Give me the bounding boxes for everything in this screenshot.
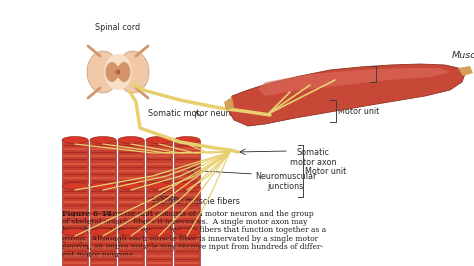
Circle shape <box>116 69 120 74</box>
Text: Somatic
motor axon: Somatic motor axon <box>290 148 337 167</box>
Bar <box>90 232 116 266</box>
Bar <box>90 186 116 230</box>
Text: Skeletal muscle fibers: Skeletal muscle fibers <box>151 197 239 206</box>
Ellipse shape <box>90 136 116 143</box>
Text: Figure 6-14.: Figure 6-14. <box>62 210 115 218</box>
Polygon shape <box>258 68 450 96</box>
Bar <box>62 232 88 266</box>
Ellipse shape <box>118 228 144 235</box>
Bar <box>62 140 88 184</box>
Bar <box>174 140 200 184</box>
Bar <box>174 232 200 266</box>
Ellipse shape <box>87 51 119 93</box>
Ellipse shape <box>118 182 144 189</box>
Text: Somatic motor neuron: Somatic motor neuron <box>148 110 239 118</box>
Ellipse shape <box>146 228 172 235</box>
Ellipse shape <box>174 182 200 189</box>
Ellipse shape <box>174 228 200 235</box>
Ellipse shape <box>90 228 116 235</box>
Ellipse shape <box>62 182 88 189</box>
Ellipse shape <box>90 182 116 189</box>
Bar <box>146 140 172 184</box>
Polygon shape <box>458 66 473 76</box>
Bar <box>118 186 144 230</box>
Bar <box>62 186 88 230</box>
Ellipse shape <box>104 54 132 90</box>
Text: ent motor neurons.: ent motor neurons. <box>62 251 136 259</box>
Ellipse shape <box>118 62 130 82</box>
Text: Motor unit: Motor unit <box>378 69 419 78</box>
Text: neuron, an entire muscle may receive input from hundreds of differ-: neuron, an entire muscle may receive inp… <box>62 243 323 251</box>
Bar <box>146 186 172 230</box>
Ellipse shape <box>146 182 172 189</box>
Ellipse shape <box>117 51 149 93</box>
Bar <box>146 232 172 266</box>
Ellipse shape <box>113 66 123 78</box>
Ellipse shape <box>62 136 88 143</box>
Text: A motor unit consists of a motor neuron and the group: A motor unit consists of a motor neuron … <box>100 210 314 218</box>
Text: branch to innervate several muscle fibers that function together as a: branch to innervate several muscle fiber… <box>62 226 326 234</box>
Polygon shape <box>224 97 234 110</box>
Ellipse shape <box>118 136 144 143</box>
Bar <box>174 186 200 230</box>
Text: group.  Although each muscle fiber is innervated by a single motor: group. Although each muscle fiber is inn… <box>62 235 318 243</box>
Bar <box>118 232 144 266</box>
Text: Spinal cord: Spinal cord <box>95 23 141 32</box>
Bar <box>90 140 116 184</box>
Polygon shape <box>228 64 465 126</box>
Text: Muscle: Muscle <box>452 51 474 60</box>
Text: of skeletal muscle fibers it innervates.  A single motor axon may: of skeletal muscle fibers it innervates.… <box>62 218 307 226</box>
Ellipse shape <box>106 62 118 82</box>
Ellipse shape <box>146 136 172 143</box>
Ellipse shape <box>174 136 200 143</box>
Text: Motor unit: Motor unit <box>338 106 379 115</box>
Ellipse shape <box>62 228 88 235</box>
Bar <box>118 140 144 184</box>
Text: Motor unit: Motor unit <box>305 167 346 176</box>
Text: Neuromuscular
junctions: Neuromuscular junctions <box>255 172 316 192</box>
